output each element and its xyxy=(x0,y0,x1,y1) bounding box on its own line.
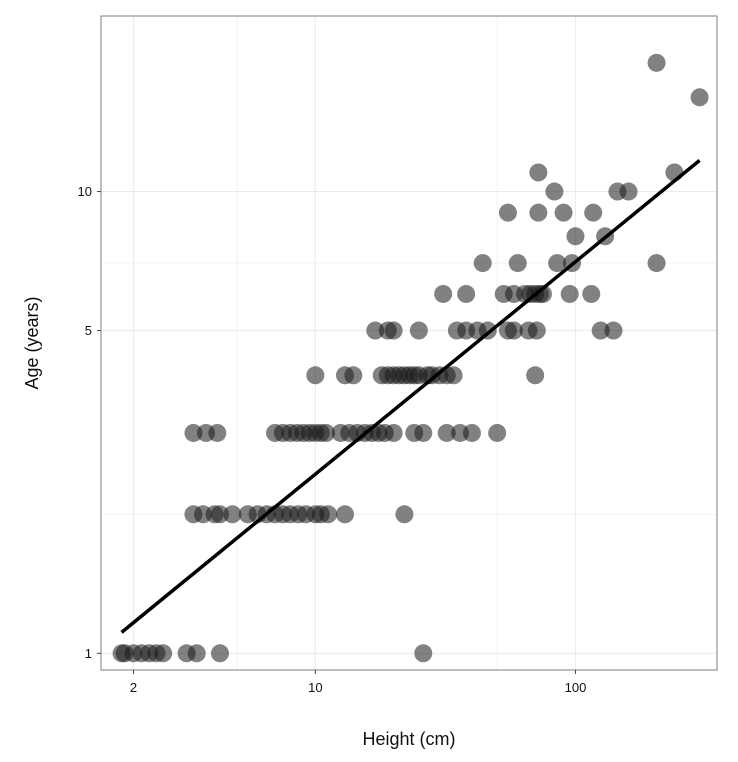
data-point xyxy=(187,644,206,663)
data-point xyxy=(584,203,603,222)
data-point xyxy=(223,505,242,524)
y-tick-label: 5 xyxy=(85,323,92,338)
data-points xyxy=(112,53,709,663)
data-point xyxy=(526,366,545,385)
data-point xyxy=(210,505,229,524)
x-tick-label: 10 xyxy=(308,680,322,695)
data-point xyxy=(548,254,567,273)
x-tick-label: 100 xyxy=(565,680,587,695)
panel-background xyxy=(101,16,717,670)
data-point xyxy=(508,254,527,273)
data-point xyxy=(545,182,564,201)
data-point xyxy=(306,366,325,385)
data-point xyxy=(208,423,227,442)
data-point xyxy=(384,423,403,442)
data-point xyxy=(210,644,229,663)
data-point xyxy=(154,644,173,663)
data-point xyxy=(184,423,203,442)
data-point xyxy=(529,163,548,182)
data-point xyxy=(647,53,666,72)
data-point xyxy=(619,182,638,201)
data-point xyxy=(582,284,601,303)
x-axis-ticks: 2 10 100 xyxy=(130,670,586,695)
data-point xyxy=(560,284,579,303)
data-point xyxy=(591,321,610,340)
data-point xyxy=(554,203,573,222)
data-point xyxy=(437,423,456,442)
data-point xyxy=(344,366,363,385)
data-point xyxy=(319,505,338,524)
data-point xyxy=(690,88,709,107)
data-point xyxy=(498,203,517,222)
data-point xyxy=(409,321,428,340)
data-point xyxy=(488,423,507,442)
y-axis-title: Age (years) xyxy=(22,296,42,389)
data-point xyxy=(504,321,523,340)
data-point xyxy=(527,321,546,340)
data-point xyxy=(529,203,548,222)
data-point xyxy=(533,284,552,303)
data-point xyxy=(604,321,623,340)
data-point xyxy=(384,321,403,340)
x-axis-title: Height (cm) xyxy=(362,729,455,749)
data-point xyxy=(395,505,414,524)
data-point xyxy=(434,284,453,303)
data-point xyxy=(444,366,463,385)
data-point xyxy=(647,254,666,273)
trend-line xyxy=(120,159,701,634)
data-point xyxy=(414,644,433,663)
data-point xyxy=(473,254,492,273)
data-point xyxy=(462,423,481,442)
data-point xyxy=(366,321,385,340)
data-point xyxy=(566,227,585,246)
y-tick-label: 10 xyxy=(78,184,92,199)
x-tick-label: 2 xyxy=(130,680,137,695)
panel-border xyxy=(100,15,718,671)
y-tick-label: 1 xyxy=(85,646,92,661)
data-point xyxy=(317,423,336,442)
data-point xyxy=(457,284,476,303)
data-point xyxy=(414,423,433,442)
data-point xyxy=(335,505,354,524)
